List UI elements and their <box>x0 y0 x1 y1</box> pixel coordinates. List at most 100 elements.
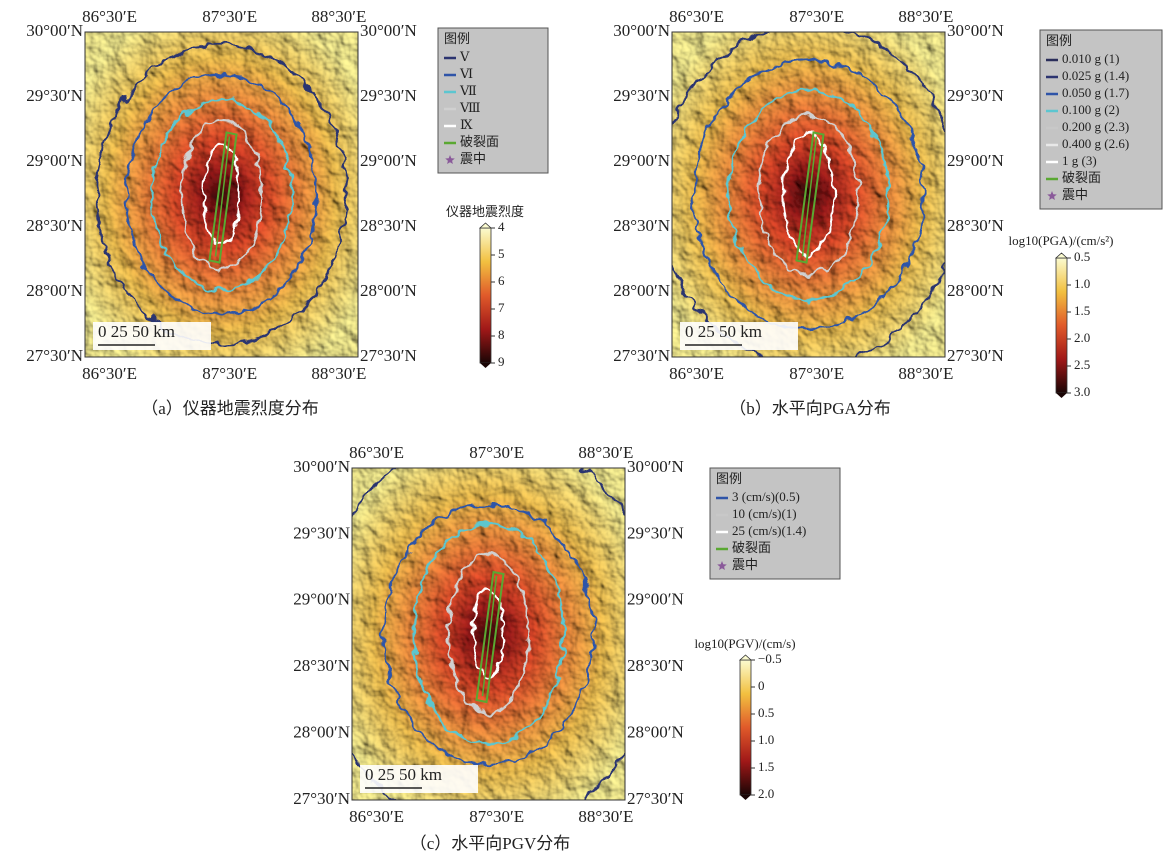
contour <box>180 118 263 271</box>
y-tick-label-left: 29°00′N <box>613 151 670 170</box>
colorbar-title: log10(PGA)/(cm/s²) <box>1009 233 1114 248</box>
y-tick-label-left: 28°30′N <box>293 656 350 675</box>
colorbar-tick-label: 4 <box>498 219 505 234</box>
legend-label: 0.025 g (1.4) <box>1062 68 1129 83</box>
scale-bar-label: 0 25 50 km <box>365 765 442 784</box>
colorbar-cap <box>478 222 493 229</box>
y-tick-label-right: 28°00′N <box>947 281 1004 300</box>
map-frame <box>84 31 359 358</box>
legend-label: 0.400 g (2.6) <box>1062 136 1129 151</box>
colorbar-tick-label: 9 <box>498 354 505 369</box>
x-tick-label-bottom: 86°30′E <box>669 364 724 383</box>
contours <box>95 43 348 346</box>
legend-box <box>437 27 549 174</box>
legend-symbol <box>717 561 727 570</box>
map-frame <box>351 467 626 801</box>
x-tick-label-bottom: 86°30′E <box>349 807 404 826</box>
colorbar-cap <box>738 654 753 661</box>
y-tick-label-left: 27°30′N <box>613 346 670 365</box>
colorbar-cap <box>740 795 751 800</box>
y-tick-label-right: 28°00′N <box>627 723 684 742</box>
map-base <box>672 32 945 357</box>
map-base <box>85 32 358 357</box>
y-tick-label-left: 28°00′N <box>613 281 670 300</box>
legend-label: Ⅴ <box>459 49 470 64</box>
contour <box>472 587 505 681</box>
legend-label: 震中 <box>460 151 486 166</box>
map <box>352 468 625 800</box>
legend-label: 1 g (3) <box>1062 153 1097 168</box>
y-tick-label-left: 29°00′N <box>26 151 83 170</box>
legend-label: 震中 <box>732 557 758 572</box>
colorbar-title: log10(PGV)/(cm/s) <box>694 636 795 651</box>
x-tick-label-bottom: 86°30′E <box>82 364 137 383</box>
legend-label: Ⅷ <box>459 100 480 115</box>
caption: （c）水平向PGV分布 <box>410 834 571 853</box>
x-tick-label-top: 88°30′E <box>898 7 953 26</box>
legend-label: 0.050 g (1.7) <box>1062 85 1129 100</box>
scale-bar-label: 0 25 50 km <box>685 322 762 341</box>
legend-symbol <box>445 155 455 164</box>
legend-title: 图例 <box>1046 33 1072 48</box>
x-tick-label-bottom: 87°30′E <box>789 364 844 383</box>
y-tick-label-left: 29°30′N <box>26 86 83 105</box>
legend-label: 破裂面 <box>732 540 771 555</box>
y-tick-label-right: 29°00′N <box>360 151 417 170</box>
y-tick-label-right: 29°30′N <box>947 86 1004 105</box>
legend-label: 0.100 g (2) <box>1062 102 1119 117</box>
contour <box>727 88 890 301</box>
y-tick-label-right: 30°00′N <box>627 457 684 476</box>
colorbar-cap <box>1056 393 1067 398</box>
y-tick-label-left: 27°30′N <box>26 346 83 365</box>
y-tick-label-left: 30°00′N <box>26 21 83 40</box>
colorbar-tick-label: 6 <box>498 273 505 288</box>
y-tick-label-right: 30°00′N <box>947 21 1004 40</box>
contours <box>352 468 625 800</box>
colorbar-tick-label: 2.5 <box>1074 357 1090 372</box>
map <box>672 32 945 357</box>
panel: 0 25 50 km 86°30′E 86°30′E 87°30′E 87°30′E 88… <box>613 7 1163 418</box>
contour <box>125 73 318 316</box>
legend-label: 10 (cm/s)(1) <box>732 506 797 521</box>
caption: （a）仪器地震烈度分布 <box>141 399 319 418</box>
legend-symbol <box>1047 191 1057 200</box>
rupture-plane <box>208 131 238 264</box>
legend-label: Ⅶ <box>459 83 477 98</box>
panel: 0 25 50 km86°30′E86°30′E87°30′E87°30′E88… <box>26 7 549 418</box>
x-tick-label-top: 86°30′E <box>349 443 404 462</box>
map <box>85 32 358 357</box>
y-tick-label-left: 29°30′N <box>613 86 670 105</box>
y-tick-label-left: 29°00′N <box>293 590 350 609</box>
y-tick-label-left: 30°00′N <box>293 457 350 476</box>
x-tick-label-bottom: 88°30′E <box>898 364 953 383</box>
colorbar-tick-label: 5 <box>498 246 505 261</box>
colorbar-tick-label: 7 <box>498 300 505 315</box>
colorbar-cap <box>1054 252 1069 259</box>
rupture-plane <box>795 131 825 264</box>
legend-label: Ⅵ <box>459 66 473 81</box>
x-tick-label-top: 88°30′E <box>311 7 366 26</box>
y-tick-label-left: 28°30′N <box>613 216 670 235</box>
y-tick-label-right: 27°30′N <box>360 346 417 365</box>
y-tick-label-right: 29°00′N <box>947 151 1004 170</box>
x-tick-label-top: 88°30′E <box>578 443 633 462</box>
legend-box <box>709 467 841 580</box>
contour <box>692 58 925 331</box>
contour <box>447 552 530 716</box>
colorbar-tick-label: 8 <box>498 327 505 342</box>
colorbar-tick-label: 1.0 <box>758 732 774 747</box>
x-tick-label-top: 86°30′E <box>669 7 724 26</box>
y-tick-label-right: 28°30′N <box>947 216 1004 235</box>
x-tick-label-bottom: 87°30′E <box>202 364 257 383</box>
x-tick-label-top: 87°30′E <box>202 7 257 26</box>
x-tick-label-top: 87°30′E <box>789 7 844 26</box>
colorbar-tick-label: 1.0 <box>1074 276 1090 291</box>
legend-label: 破裂面 <box>1062 170 1101 185</box>
y-tick-label-left: 29°30′N <box>293 523 350 542</box>
y-tick-label-right: 29°30′N <box>627 523 684 542</box>
panel: 0 25 50 km86°30′E86°30′E87°30′E87°30′E88… <box>293 443 841 853</box>
x-tick-label-bottom: 88°30′E <box>578 807 633 826</box>
y-tick-label-right: 27°30′N <box>627 789 684 808</box>
colorbar <box>479 227 492 364</box>
x-tick-label-bottom: 87°30′E <box>469 807 524 826</box>
